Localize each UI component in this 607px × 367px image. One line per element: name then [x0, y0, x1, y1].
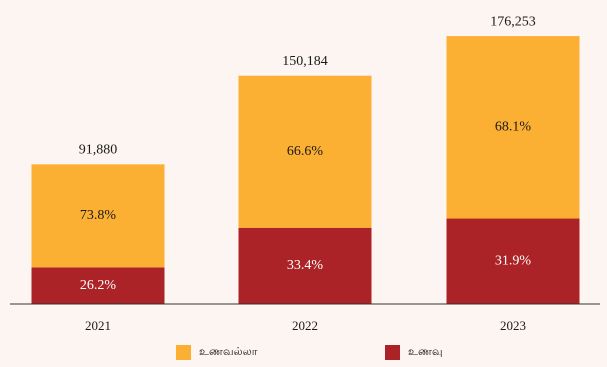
segment-label-2021-non-food: 73.8% [80, 208, 117, 223]
bar-segment-2021-food [31, 267, 165, 304]
bar-segment-2022-food [238, 227, 372, 304]
bar-segment-2023-food [446, 218, 580, 304]
x-tick-label-2021: 2021 [85, 318, 111, 333]
total-label-2022: 150,184 [282, 54, 328, 69]
bars-layer [31, 36, 580, 304]
segment-label-2023-food: 31.9% [495, 253, 532, 268]
labels-layer: 26.2% 73.8% 91,880 2021 33.4% 66.6% 150,184 202… [79, 14, 536, 333]
x-tick-label-2023: 2023 [500, 318, 526, 333]
legend-label-non-food: உணவல்லா [199, 345, 258, 358]
x-tick-label-2022: 2022 [292, 318, 318, 333]
legend-label-food: உணவு [408, 345, 443, 358]
segment-label-2022-food: 33.4% [287, 258, 324, 273]
legend-item-food: உணவு [385, 345, 443, 360]
legend-swatch-food [385, 345, 400, 360]
legend-item-non-food: உணவல்லா [176, 345, 258, 360]
bar-segment-2022-non-food [238, 75, 372, 228]
legend-swatch-non-food [176, 345, 191, 360]
segment-label-2022-non-food: 66.6% [287, 144, 324, 159]
total-label-2023: 176,253 [490, 14, 536, 29]
bar-segment-2023-non-food [446, 36, 580, 219]
bar-segment-2021-non-food [31, 164, 165, 268]
chart-legend: உணவல்லா உணவு [0, 345, 607, 365]
segment-label-2021-food: 26.2% [80, 278, 117, 293]
total-label-2021: 91,880 [79, 143, 118, 158]
segment-label-2023-non-food: 68.1% [495, 120, 532, 135]
